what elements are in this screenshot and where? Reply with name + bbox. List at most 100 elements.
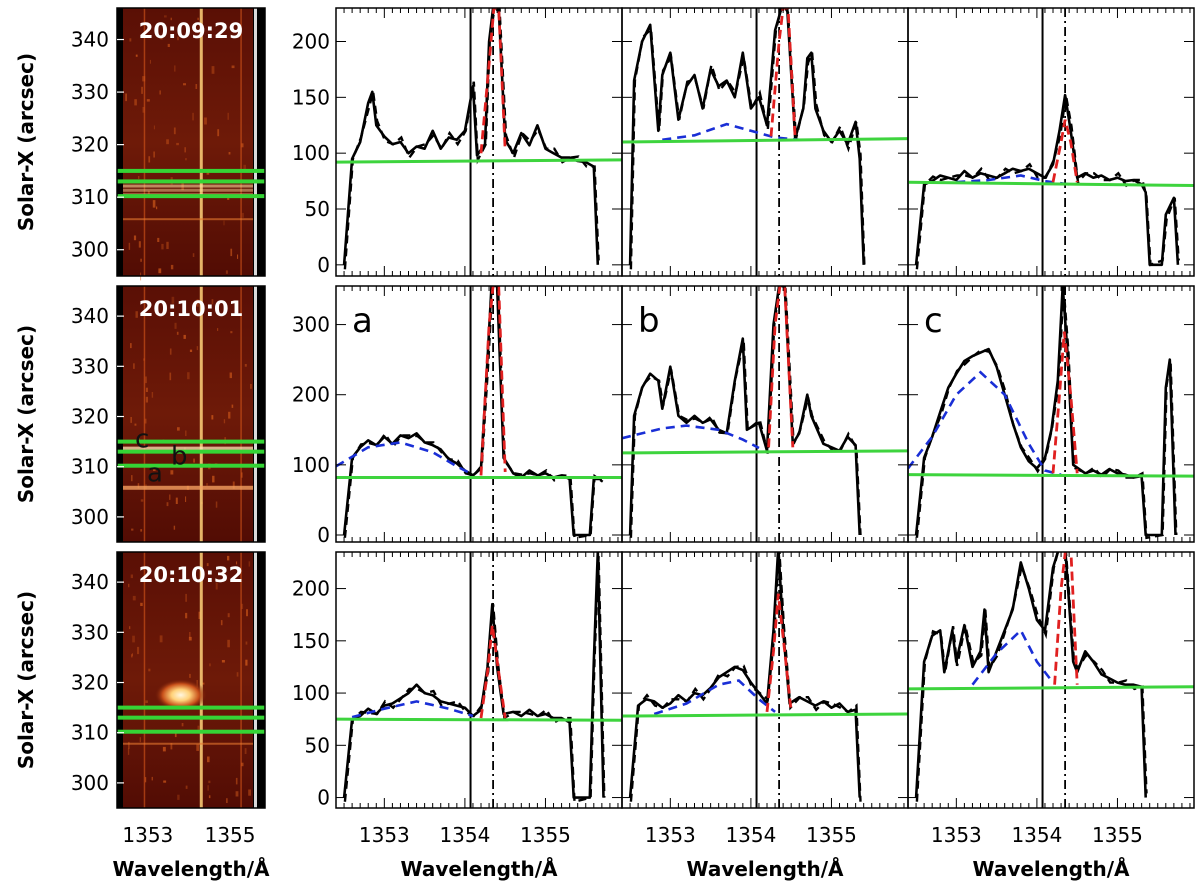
image-texture-speck: [131, 653, 133, 656]
image-y-axis-label: Solar-X (arcsec): [14, 325, 38, 503]
broad-component-line: [336, 441, 474, 476]
spectrum-x-tick-label: 1353: [931, 823, 982, 847]
observed-spectrum-line: [342, 552, 605, 799]
image-texture-speck: [173, 127, 176, 135]
image-texture-speck: [207, 785, 209, 791]
slit-position-line: [117, 439, 265, 444]
image-texture-speck: [156, 206, 158, 210]
spectrum-y-tick-label: 200: [292, 383, 330, 407]
image-texture-speck: [206, 171, 210, 175]
image-texture-speck: [127, 748, 130, 755]
image-texture-speck: [130, 343, 132, 349]
spectrum-y-tick-label: 0: [317, 786, 330, 810]
fitted-spectrum-line: [343, 8, 600, 270]
narrow-line-fit: [479, 624, 507, 719]
image-texture-speck: [185, 496, 187, 502]
image-y-axis-label: Solar-X (arcsec): [14, 53, 38, 231]
image-texture-speck: [169, 372, 172, 381]
narrow-line-fit: [479, 8, 507, 154]
image-texture-speck: [176, 331, 179, 335]
slit-position-line: [117, 179, 265, 184]
image-texture-speck: [225, 270, 228, 274]
image-texture-speck: [153, 464, 156, 471]
spectrum-x-tick-label: 1355: [806, 823, 857, 847]
image-timestamp: 20:09:29: [139, 19, 243, 43]
image-texture-speck: [151, 776, 153, 781]
image-x-axis-label: Wavelength/Å: [112, 857, 270, 881]
image-texture-speck: [145, 376, 147, 384]
image-emission-column: [143, 286, 146, 542]
image-texture-speck: [138, 241, 141, 248]
image-texture-speck: [129, 626, 131, 630]
image-texture-speck: [170, 743, 173, 750]
image-texture-speck: [223, 419, 226, 424]
broad-component-line: [662, 122, 800, 142]
image-texture-speck: [198, 611, 201, 619]
image-bright-band: [123, 184, 253, 188]
panel-frame: [907, 285, 1195, 543]
image-texture-speck: [157, 237, 160, 242]
image-texture-speck: [221, 660, 225, 663]
image-texture-speck: [175, 497, 178, 504]
spectrum-y-tick-label: 150: [292, 85, 330, 109]
image-texture-speck: [202, 682, 205, 685]
image-y-tick-label: 300: [71, 238, 109, 262]
spectrum-panel: [622, 552, 908, 808]
observed-spectrum-line: [914, 552, 1147, 798]
spectrum-panel: [908, 286, 1194, 542]
image-texture-speck: [237, 254, 239, 259]
image-timestamp: 20:10:32: [139, 563, 243, 587]
broad-component-line: [971, 628, 1055, 686]
narrow-line-fit: [1051, 119, 1079, 183]
image-texture-speck: [187, 372, 190, 380]
spectrum-y-tick-label: 100: [292, 681, 330, 705]
image-texture-speck: [196, 299, 199, 307]
image-texture-speck: [188, 636, 192, 641]
image-texture-speck: [138, 176, 140, 179]
image-texture-speck: [211, 66, 215, 74]
continuum-line: [622, 712, 908, 718]
observed-spectrum-line: [628, 286, 861, 536]
image-texture-speck: [226, 798, 228, 803]
image-left-edge: [117, 286, 123, 542]
image-texture-speck: [174, 731, 177, 738]
image-y-axis-label: Solar-X (arcsec): [14, 591, 38, 769]
image-emission-column: [240, 8, 242, 276]
observed-spectrum-line: [628, 552, 861, 798]
image-texture-speck: [185, 785, 188, 789]
image-texture-speck: [128, 242, 131, 250]
image-texture-speck: [208, 795, 211, 799]
image-texture-speck: [171, 296, 175, 304]
image-texture-speck: [133, 363, 135, 369]
fitted-spectrum-line: [915, 94, 1180, 270]
image-left-edge: [117, 8, 123, 276]
narrow-line-fit: [769, 8, 797, 139]
image-bright-blob: [154, 679, 207, 712]
broad-component-line: [351, 700, 474, 719]
image-texture-speck: [151, 392, 154, 398]
image-texture-speck: [215, 582, 218, 590]
image-texture-speck: [230, 331, 233, 334]
image-texture-speck: [140, 499, 144, 502]
spectrum-x-tick-label: 1355: [520, 823, 571, 847]
image-texture-speck: [232, 481, 235, 489]
image-texture-speck: [164, 15, 167, 18]
spectrum-y-tick-label: 100: [292, 453, 330, 477]
image-texture-speck: [241, 472, 243, 478]
image-texture-speck: [158, 268, 162, 274]
slit-position-line: [117, 463, 265, 468]
image-texture-speck: [223, 220, 225, 226]
image-texture-speck: [159, 635, 163, 643]
spectrum-y-tick-label: 150: [292, 629, 330, 653]
image-texture-speck: [227, 112, 229, 120]
broad-component-line: [908, 370, 1062, 476]
slit-position-line: [117, 194, 265, 199]
image-texture-speck: [137, 483, 140, 489]
image-y-tick-label: 310: [71, 721, 109, 745]
image-texture-speck: [241, 603, 244, 609]
image-texture-speck: [197, 725, 200, 730]
image-texture-speck: [230, 248, 233, 257]
image-texture-speck: [189, 349, 193, 352]
spectrum-y-tick-label: 50: [305, 197, 330, 221]
image-texture-speck: [152, 200, 156, 208]
